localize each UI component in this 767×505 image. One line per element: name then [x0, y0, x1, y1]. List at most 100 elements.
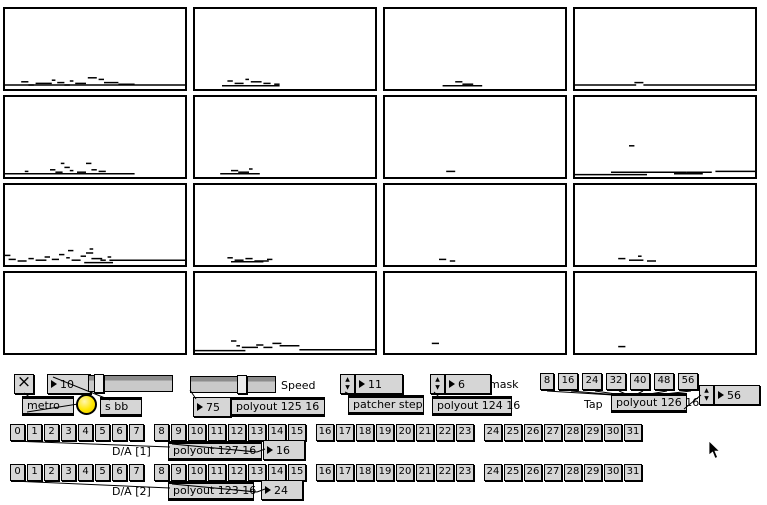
da2-button-24[interactable]: 24 — [484, 464, 502, 481]
multislider-panel[interactable] — [3, 271, 187, 355]
da2-button-23[interactable]: 23 — [456, 464, 474, 481]
multislider-panel[interactable] — [193, 95, 377, 179]
da2-button-14[interactable]: 14 — [268, 464, 286, 481]
da2-button-1[interactable]: 1 — [27, 464, 42, 481]
metro-rate-numberbox[interactable]: 10 — [47, 374, 91, 394]
da2-button-27[interactable]: 27 — [544, 464, 562, 481]
da1-button-12[interactable]: 12 — [228, 424, 246, 441]
da1-button-0[interactable]: 0 — [10, 424, 25, 441]
da1-button-19[interactable]: 19 — [376, 424, 394, 441]
tap-message-48[interactable]: 48 — [654, 373, 674, 390]
da2-button-19[interactable]: 19 — [376, 464, 394, 481]
multislider-panel[interactable] — [193, 271, 377, 355]
send-bb-object[interactable]: s bb — [100, 397, 142, 417]
tap-count-numberbox[interactable]: 56 — [714, 385, 760, 405]
multislider-panel[interactable] — [573, 271, 757, 355]
polyout-127-object[interactable]: polyout 127 16 — [168, 441, 262, 461]
da1-button-3[interactable]: 3 — [61, 424, 76, 441]
tap-message-56[interactable]: 56 — [678, 373, 698, 390]
da2-button-12[interactable]: 12 — [228, 464, 246, 481]
da1-button-2[interactable]: 2 — [44, 424, 59, 441]
da2-button-31[interactable]: 31 — [624, 464, 642, 481]
step-numberbox[interactable]: 11 — [355, 374, 403, 394]
da1-button-26[interactable]: 26 — [524, 424, 542, 441]
rate-slider-thumb[interactable] — [94, 374, 104, 393]
da2-button-10[interactable]: 10 — [188, 464, 206, 481]
decrement-icon[interactable]: ▼ — [435, 384, 440, 391]
multislider-panel[interactable] — [3, 183, 187, 267]
da1-button-21[interactable]: 21 — [416, 424, 434, 441]
speed-slider[interactable] — [190, 375, 276, 394]
bang-button[interactable] — [76, 394, 97, 415]
tap-message-24[interactable]: 24 — [582, 373, 602, 390]
da2-button-13[interactable]: 13 — [248, 464, 266, 481]
multislider-panel[interactable] — [383, 7, 567, 91]
polyout-126-object[interactable]: polyout 126 16 — [611, 393, 699, 413]
da2-button-17[interactable]: 17 — [336, 464, 354, 481]
da1-button-30[interactable]: 30 — [604, 424, 622, 441]
da2-button-0[interactable]: 0 — [10, 464, 25, 481]
da1-button-13[interactable]: 13 — [248, 424, 266, 441]
da1-button-1[interactable]: 1 — [27, 424, 42, 441]
multislider-panel[interactable] — [3, 7, 187, 91]
da1-numberbox[interactable]: 16 — [263, 440, 305, 460]
decrement-icon[interactable]: ▼ — [704, 395, 709, 402]
multislider-panel[interactable] — [573, 95, 757, 179]
metro-object[interactable]: metro — [22, 396, 74, 416]
da1-button-31[interactable]: 31 — [624, 424, 642, 441]
da2-button-29[interactable]: 29 — [584, 464, 602, 481]
speed-numberbox[interactable]: 75 — [193, 397, 231, 417]
da2-button-21[interactable]: 21 — [416, 464, 434, 481]
increment-icon[interactable]: ▲ — [704, 387, 709, 394]
multislider-panel[interactable] — [573, 7, 757, 91]
da1-button-23[interactable]: 23 — [456, 424, 474, 441]
da1-button-18[interactable]: 18 — [356, 424, 374, 441]
tap-message-16[interactable]: 16 — [558, 373, 578, 390]
da2-button-18[interactable]: 18 — [356, 464, 374, 481]
mask-numberbox[interactable]: 6 — [445, 374, 491, 394]
da1-button-11[interactable]: 11 — [208, 424, 226, 441]
multislider-panel[interactable] — [193, 183, 377, 267]
da1-button-14[interactable]: 14 — [268, 424, 286, 441]
da1-button-24[interactable]: 24 — [484, 424, 502, 441]
da2-button-30[interactable]: 30 — [604, 464, 622, 481]
da1-button-25[interactable]: 25 — [504, 424, 522, 441]
da2-numberbox[interactable]: 24 — [261, 480, 303, 500]
increment-icon[interactable]: ▲ — [435, 376, 440, 383]
da2-button-25[interactable]: 25 — [504, 464, 522, 481]
da2-button-26[interactable]: 26 — [524, 464, 542, 481]
polyout-125-object[interactable]: polyout 125 16 — [231, 397, 325, 417]
da2-button-5[interactable]: 5 — [95, 464, 110, 481]
da2-button-16[interactable]: 16 — [316, 464, 334, 481]
polyout-123-object[interactable]: polyout 123 16 — [168, 481, 256, 501]
da1-button-5[interactable]: 5 — [95, 424, 110, 441]
multislider-panel[interactable] — [383, 271, 567, 355]
da2-button-7[interactable]: 7 — [129, 464, 144, 481]
tap-message-40[interactable]: 40 — [630, 373, 650, 390]
toggle-checkbox[interactable]: × — [14, 374, 34, 394]
decrement-icon[interactable]: ▼ — [345, 384, 350, 391]
da1-button-22[interactable]: 22 — [436, 424, 454, 441]
rate-slider[interactable] — [88, 374, 173, 393]
da1-button-29[interactable]: 29 — [584, 424, 602, 441]
da1-button-7[interactable]: 7 — [129, 424, 144, 441]
multislider-panel[interactable] — [573, 183, 757, 267]
da2-button-8[interactable]: 8 — [154, 464, 169, 481]
polyout-124-object[interactable]: polyout 124 16 — [432, 396, 520, 416]
tap-incdec[interactable]: ▲ ▼ — [699, 385, 714, 405]
da1-button-10[interactable]: 10 — [188, 424, 206, 441]
da2-button-6[interactable]: 6 — [112, 464, 127, 481]
da2-button-3[interactable]: 3 — [61, 464, 76, 481]
da2-button-4[interactable]: 4 — [78, 464, 93, 481]
da2-button-20[interactable]: 20 — [396, 464, 414, 481]
speed-slider-thumb[interactable] — [237, 375, 247, 394]
patcher-step-object[interactable]: patcher step — [348, 395, 424, 415]
da2-button-15[interactable]: 15 — [288, 464, 306, 481]
da2-button-28[interactable]: 28 — [564, 464, 582, 481]
da1-button-8[interactable]: 8 — [154, 424, 169, 441]
da1-button-20[interactable]: 20 — [396, 424, 414, 441]
da1-button-9[interactable]: 9 — [171, 424, 186, 441]
increment-icon[interactable]: ▲ — [345, 376, 350, 383]
da1-button-15[interactable]: 15 — [288, 424, 306, 441]
multislider-panel[interactable] — [383, 95, 567, 179]
